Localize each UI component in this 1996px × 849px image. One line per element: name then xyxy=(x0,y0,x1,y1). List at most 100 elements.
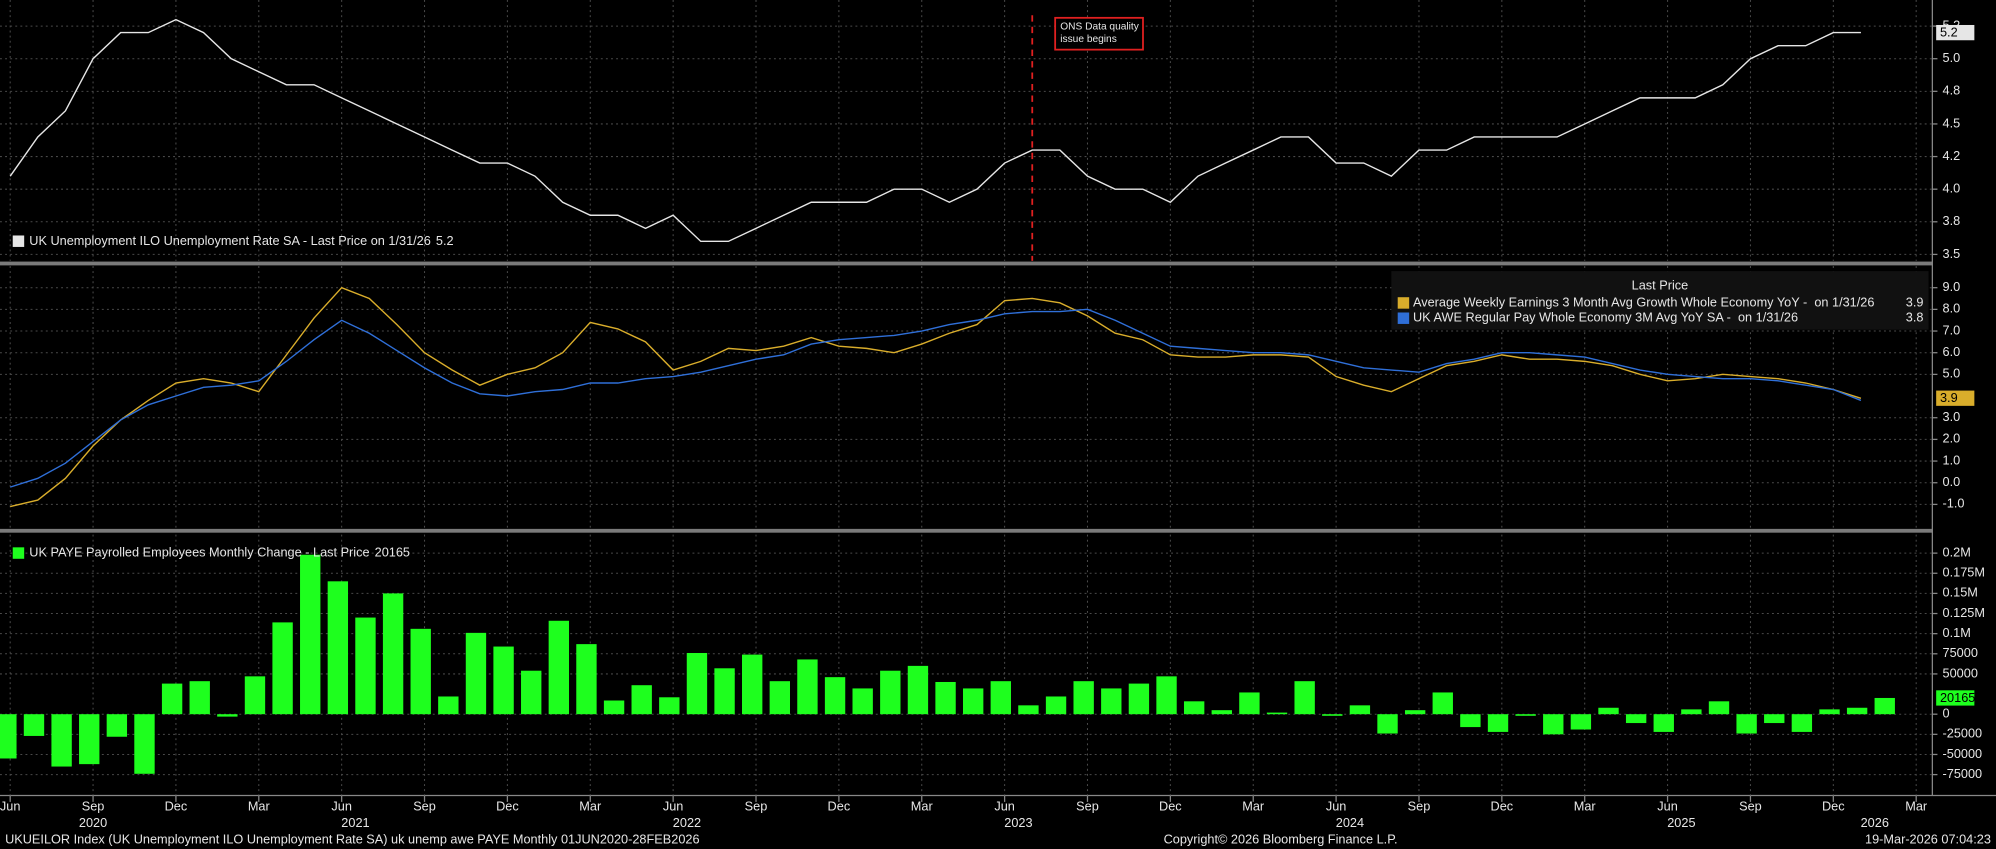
bar xyxy=(1764,714,1785,724)
bar xyxy=(134,714,155,774)
x-tick-label: Jun xyxy=(663,798,684,813)
y-tick-label: -50000 xyxy=(1943,746,1983,761)
bar xyxy=(1681,709,1702,715)
y-tick-label: 0.15M xyxy=(1943,585,1978,600)
bar xyxy=(382,593,404,715)
y-tick-label: 0.125M xyxy=(1943,605,1985,620)
x-tick-label: Jun xyxy=(994,798,1015,813)
bar xyxy=(1101,688,1122,715)
bar xyxy=(576,644,597,715)
bar xyxy=(935,681,956,715)
bar xyxy=(1515,714,1536,716)
bar xyxy=(1846,707,1868,715)
y-tick-label: 7.0 xyxy=(1943,322,1961,337)
x-year-label: 2026 xyxy=(1861,815,1889,830)
x-tick-label: Dec xyxy=(1822,798,1845,813)
legend-value: 20165 xyxy=(375,545,410,560)
bar xyxy=(1736,714,1757,734)
panel-divider xyxy=(0,261,1933,266)
x-year-label: 2020 xyxy=(79,815,107,830)
y-tick-label: 5.0 xyxy=(1943,366,1961,381)
x-tick-label: Jun xyxy=(331,798,352,813)
bar xyxy=(1625,714,1647,724)
bar xyxy=(521,670,542,715)
bar xyxy=(465,632,487,715)
y-tick-label: 2.0 xyxy=(1943,431,1961,446)
bar xyxy=(1322,714,1343,716)
bar xyxy=(79,714,100,765)
legend-entry: UK PAYE Payrolled Employees Monthly Chan… xyxy=(29,545,410,560)
legend-box xyxy=(1391,271,1929,330)
bar xyxy=(1432,692,1453,715)
bar xyxy=(438,696,459,715)
legend-label: Average Weekly Earnings 3 Month Avg Grow… xyxy=(1413,294,1874,309)
bar xyxy=(189,681,210,715)
bar xyxy=(769,681,790,715)
last-price-label: 5.2 xyxy=(1940,25,1958,40)
annotation-box xyxy=(1054,16,1144,51)
footer-copyright: Copyright© 2026 Bloomberg Finance L.P. xyxy=(1164,831,1398,846)
x-tick-label: Jun xyxy=(1657,798,1678,813)
bar xyxy=(272,622,293,715)
bar xyxy=(1570,714,1592,730)
bar xyxy=(355,617,376,715)
last-price-box xyxy=(1936,390,1975,406)
bar xyxy=(493,646,514,715)
x-tick-label: Mar xyxy=(911,798,934,813)
bar xyxy=(1874,697,1895,715)
last-price-box xyxy=(1936,690,1975,706)
x-tick-label: Mar xyxy=(1242,798,1265,813)
legend-label: UK AWE Regular Pay Whole Economy 3M Avg … xyxy=(1413,310,1798,325)
series-line xyxy=(9,308,1862,488)
bar xyxy=(1377,714,1398,734)
y-tick-label: 4.8 xyxy=(1943,83,1961,98)
bar xyxy=(797,659,818,715)
y-tick-label: 5.0 xyxy=(1943,50,1961,65)
footer-source: UKUEILOR Index (UK Unemployment ILO Unem… xyxy=(5,831,699,846)
x-year-label: 2025 xyxy=(1667,815,1695,830)
y-tick-label: 4.2 xyxy=(1943,148,1961,163)
legend-swatch xyxy=(12,547,25,559)
y-tick-label: 0.1M xyxy=(1943,625,1971,640)
bar xyxy=(161,683,183,715)
y-tick-label: 4.5 xyxy=(1943,115,1961,130)
x-tick-label: Jun xyxy=(0,798,20,813)
bar xyxy=(244,676,266,715)
x-year-label: 2021 xyxy=(341,815,369,830)
y-tick-label: 8.0 xyxy=(1943,301,1961,316)
x-year-label: 2023 xyxy=(1004,815,1032,830)
bar xyxy=(1156,676,1177,715)
legend-value: 5.2 xyxy=(436,233,454,248)
bar xyxy=(217,714,238,717)
bar xyxy=(1791,714,1813,732)
x-tick-label: Mar xyxy=(248,798,271,813)
bar xyxy=(714,668,735,715)
bar xyxy=(990,681,1011,715)
x-tick-label: Sep xyxy=(745,798,768,813)
x-tick-label: Jun xyxy=(1326,798,1347,813)
last-price-label: 3.9 xyxy=(1940,390,1958,405)
y-tick-label: 0 xyxy=(1943,706,1950,721)
legend-swatch xyxy=(12,235,25,247)
bar xyxy=(742,654,763,715)
x-tick-label: Dec xyxy=(496,798,519,813)
bar xyxy=(1349,705,1371,715)
x-tick-label: Mar xyxy=(1574,798,1597,813)
bar xyxy=(1045,696,1067,715)
x-tick-label: Sep xyxy=(82,798,105,813)
x-tick-label: Sep xyxy=(413,798,436,813)
x-tick-label: Dec xyxy=(1491,798,1514,813)
y-tick-label: 50000 xyxy=(1943,665,1978,680)
y-tick-label: 0.175M xyxy=(1943,565,1985,580)
legend-swatch xyxy=(1397,312,1410,324)
bar xyxy=(1183,701,1205,715)
bar xyxy=(686,652,708,715)
legend-label: UK Unemployment ILO Unemployment Rate SA… xyxy=(29,233,431,248)
x-year-label: 2024 xyxy=(1336,815,1364,830)
last-price-label: 20165 xyxy=(1940,690,1975,705)
x-tick-label: Mar xyxy=(1905,798,1928,813)
bar xyxy=(852,688,873,715)
legend-swatch xyxy=(1397,297,1410,309)
